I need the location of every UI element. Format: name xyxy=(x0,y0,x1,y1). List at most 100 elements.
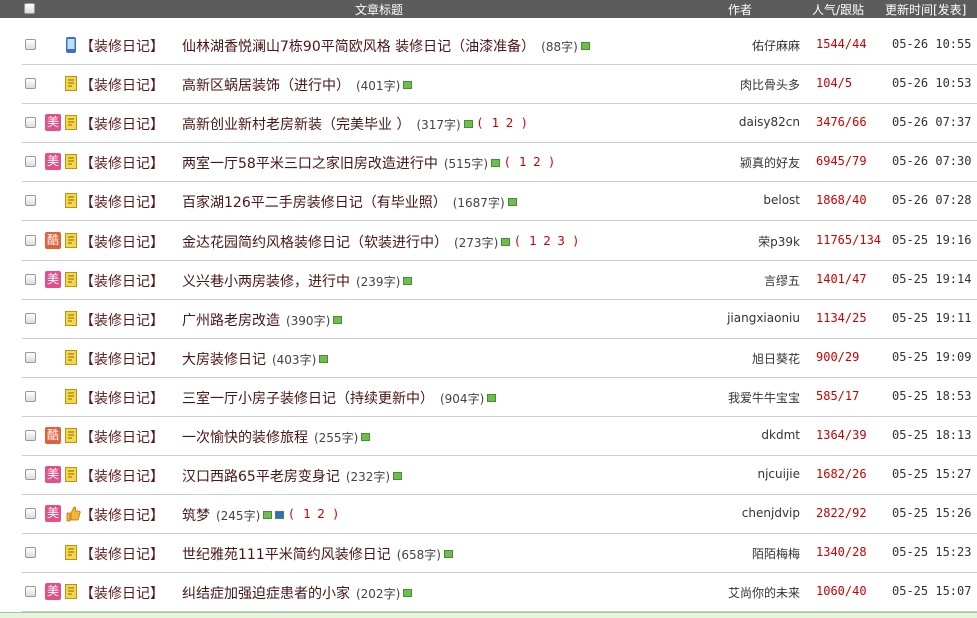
select-all-checkbox[interactable] xyxy=(24,3,35,14)
thread-category[interactable]: 【装修日记】 xyxy=(80,508,164,525)
thread-time: 05-26 10:55 xyxy=(892,37,972,51)
footer-strip xyxy=(0,612,977,618)
image-icon xyxy=(580,42,590,50)
thread-stats: 6945/79 xyxy=(816,154,867,169)
thread-title[interactable]: 金达花园简约风格装修日记（软装进行中） xyxy=(182,234,448,251)
thread-length: (245字) xyxy=(215,509,261,524)
row-checkbox[interactable] xyxy=(25,430,36,441)
image-icon xyxy=(501,237,511,246)
thread-title[interactable]: 大房装修日记 xyxy=(182,351,266,368)
thread-length: (88字) xyxy=(541,40,578,54)
page-link[interactable]: 1 xyxy=(491,116,500,131)
thread-author[interactable]: belost xyxy=(763,193,800,208)
thread-title[interactable]: 高新区蜗居装饰（进行中） xyxy=(182,78,350,95)
thread-title[interactable]: 两室一厅58平米三口之家旧房改造进行中 xyxy=(182,156,438,173)
thread-title[interactable]: 广州路老房改造 xyxy=(182,312,280,329)
page-link[interactable]: 3 xyxy=(557,233,565,248)
thread-badge: 美 xyxy=(45,505,61,523)
thread-stats: 1340/28 xyxy=(816,545,867,560)
page-link[interactable]: 2 xyxy=(543,233,551,248)
thread-row: 【装修日记】 大房装修日记 (403字) 旭日葵花 900/29 05-25 19:09 xyxy=(22,339,977,378)
thread-title[interactable]: 一次愉快的装修旅程 xyxy=(182,430,308,446)
thread-author[interactable]: 肉比骨头多 xyxy=(739,78,800,93)
thread-category[interactable]: 【装修日记】 xyxy=(80,547,164,564)
thread-author[interactable]: 艾尚你的未来 xyxy=(727,586,800,601)
thread-category[interactable]: 【装修日记】 xyxy=(80,156,164,173)
thread-category[interactable]: 【装修日记】 xyxy=(80,390,164,407)
thread-title[interactable]: 世纪雅苑111平米简约风装修日记 xyxy=(182,547,391,564)
image-icon xyxy=(507,198,517,207)
note-icon xyxy=(65,76,77,92)
row-checkbox[interactable] xyxy=(25,586,36,598)
thread-author[interactable]: 佑仔麻麻 xyxy=(751,39,800,53)
thread-category[interactable]: 【装修日记】 xyxy=(80,78,164,95)
note-icon xyxy=(65,388,77,404)
thread-author[interactable]: 颍真的好友 xyxy=(739,156,800,171)
row-checkbox[interactable] xyxy=(25,547,36,559)
thread-author[interactable]: 旭日葵花 xyxy=(751,351,800,366)
thread-author[interactable]: 我爱牛牛宝宝 xyxy=(727,390,800,405)
thread-author[interactable]: jiangxiaoniu xyxy=(727,310,800,325)
thread-title[interactable]: 纠结症加强迫症患者的小家 xyxy=(182,586,350,603)
image-icon xyxy=(333,315,343,324)
page-link[interactable]: 1 xyxy=(529,233,537,248)
thread-stats: 900/29 xyxy=(816,349,860,364)
thread-category[interactable]: 【装修日记】 xyxy=(80,39,164,55)
thread-row: 美 【装修日记】 高新创业新村老房新装（完美毕业 ） (317字) (1 2) daisy8… xyxy=(22,104,977,144)
thread-time: 05-25 15:07 xyxy=(892,584,972,599)
row-checkbox[interactable] xyxy=(25,78,36,90)
note-icon xyxy=(65,232,77,248)
thread-title[interactable]: 汉口西路65平老房变身记 xyxy=(182,469,340,486)
thread-stats: 1868/40 xyxy=(816,193,867,208)
page-link[interactable]: 1 xyxy=(519,155,527,170)
image-icon xyxy=(263,511,273,520)
thread-category[interactable]: 【装修日记】 xyxy=(80,469,164,486)
thread-length: (401字) xyxy=(355,79,401,94)
row-checkbox[interactable] xyxy=(25,273,36,285)
page-link[interactable]: 2 xyxy=(533,155,541,170)
thread-category[interactable]: 【装修日记】 xyxy=(80,195,164,212)
thread-author[interactable]: daisy82cn xyxy=(738,115,800,130)
thread-author[interactable]: 言缪五 xyxy=(763,273,800,288)
thread-category[interactable]: 【装修日记】 xyxy=(80,117,164,134)
image-icon xyxy=(443,550,453,559)
thread-title[interactable]: 筑梦 xyxy=(182,508,210,525)
row-checkbox[interactable] xyxy=(25,351,36,363)
phone-icon xyxy=(65,37,77,53)
row-checkbox[interactable] xyxy=(25,390,36,402)
thread-author[interactable]: njcuijie xyxy=(757,467,800,482)
thread-category[interactable]: 【装修日记】 xyxy=(80,234,164,251)
thread-title[interactable]: 仙林湖香悦澜山7栋90平简欧风格 装修日记（油漆准备） xyxy=(182,39,536,55)
thread-category[interactable]: 【装修日记】 xyxy=(80,351,164,368)
thread-title[interactable]: 百家湖126平二手房装修日记（有毕业照） xyxy=(182,195,447,212)
thread-category[interactable]: 【装修日记】 xyxy=(80,430,164,446)
row-checkbox[interactable] xyxy=(25,469,36,481)
thread-title[interactable]: 三室一厅小房子装修日记（持续更新中） xyxy=(182,390,434,407)
thread-category[interactable]: 【装修日记】 xyxy=(80,586,164,603)
page-link[interactable]: 2 xyxy=(317,507,325,522)
row-checkbox[interactable] xyxy=(25,234,36,246)
thread-author[interactable]: chenjdvip xyxy=(741,506,800,521)
row-checkbox[interactable] xyxy=(25,117,36,129)
thread-author[interactable]: 陌陌梅梅 xyxy=(751,547,800,562)
thread-time: 05-25 19:09 xyxy=(892,349,972,364)
thread-row: 【装修日记】 世纪雅苑111平米简约风装修日记 (658字) 陌陌梅梅 1340/28 0… xyxy=(22,534,977,574)
thread-time: 05-25 19:16 xyxy=(892,232,972,247)
row-checkbox[interactable] xyxy=(25,312,36,324)
note-icon xyxy=(65,545,77,561)
thread-category[interactable]: 【装修日记】 xyxy=(80,312,164,329)
thread-row: 【装修日记】 三室一厅小房子装修日记（持续更新中） (904字) 我爱牛牛宝宝 585/… xyxy=(22,378,977,417)
thread-title[interactable]: 高新创业新村老房新装（完美毕业 ） xyxy=(182,117,411,134)
page-link[interactable]: 1 xyxy=(303,507,311,522)
thread-category[interactable]: 【装修日记】 xyxy=(80,273,164,290)
thread-author[interactable]: 荣p39k xyxy=(758,234,800,249)
page-link[interactable]: 2 xyxy=(505,116,514,131)
thread-title[interactable]: 义兴巷小两房装修，进行中 xyxy=(182,273,350,290)
row-checkbox[interactable] xyxy=(25,195,36,207)
note-icon xyxy=(65,193,77,209)
row-checkbox[interactable] xyxy=(25,508,36,520)
row-checkbox[interactable] xyxy=(25,156,36,168)
row-checkbox[interactable] xyxy=(25,39,36,50)
thread-author[interactable]: dkdmt xyxy=(761,428,800,442)
